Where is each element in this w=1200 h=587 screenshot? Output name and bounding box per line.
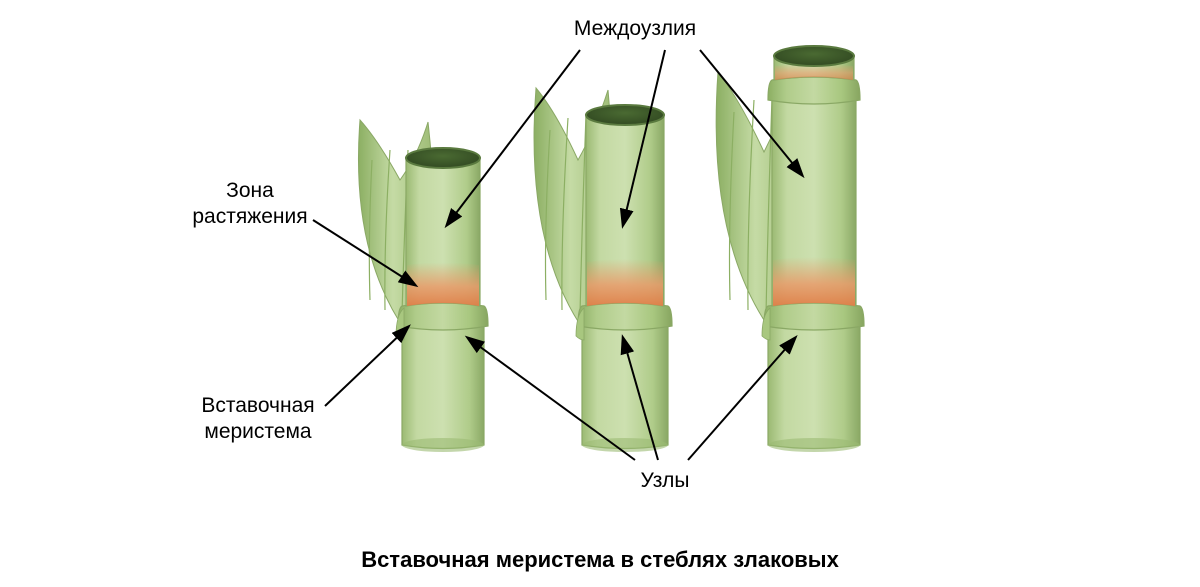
stem-1 [358,120,488,452]
figure-caption: Вставочная меристема в стеблях злаковых [0,547,1200,573]
label-elongation-zone: Зона растяжения [170,178,330,231]
label-intercalary-meristem: Вставочная меристема [178,393,338,446]
label-internodes: Междоузлия [560,16,710,42]
label-nodes: Узлы [625,468,705,494]
stems-illustration [0,0,1200,587]
stem-3 [716,46,864,452]
stem-2 [534,88,672,452]
